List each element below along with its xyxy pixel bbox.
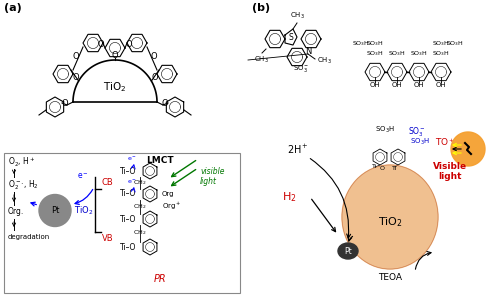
- Text: SO$_3$H: SO$_3$H: [410, 137, 430, 147]
- Text: OH: OH: [436, 82, 446, 88]
- Text: Ti: Ti: [372, 165, 378, 170]
- Text: SO$_3$H: SO$_3$H: [366, 39, 384, 48]
- Bar: [4, 153, 240, 293]
- Text: S: S: [288, 32, 294, 42]
- Text: PR: PR: [154, 274, 166, 284]
- Text: e$^-$: e$^-$: [127, 155, 137, 163]
- Text: OH: OH: [370, 82, 380, 88]
- Text: CH$_3$: CH$_3$: [254, 55, 268, 65]
- Text: SO$_3$H: SO$_3$H: [375, 125, 395, 135]
- Text: N: N: [305, 47, 311, 56]
- Text: SO$_3$H: SO$_3$H: [410, 49, 428, 58]
- Text: Pt: Pt: [51, 206, 59, 215]
- Ellipse shape: [338, 243, 358, 259]
- Text: Ti: Ti: [392, 167, 398, 171]
- Ellipse shape: [342, 165, 438, 269]
- Text: Ti–O: Ti–O: [120, 214, 136, 224]
- Text: CH$_2$: CH$_2$: [134, 178, 146, 187]
- Text: e$^-$: e$^-$: [77, 171, 89, 181]
- Text: CB: CB: [102, 178, 114, 187]
- Text: visible
light: visible light: [200, 167, 224, 187]
- Text: O: O: [380, 167, 384, 171]
- Text: O: O: [112, 51, 118, 61]
- Text: O$_2$, H$^+$: O$_2$, H$^+$: [8, 155, 36, 169]
- Text: CH$_3$: CH$_3$: [317, 56, 332, 66]
- Text: Ti–O: Ti–O: [120, 242, 136, 252]
- Text: Ti–O: Ti–O: [120, 167, 136, 176]
- Polygon shape: [73, 60, 157, 102]
- Text: O: O: [62, 99, 68, 108]
- Text: SO$_3$H: SO$_3$H: [432, 39, 450, 48]
- Text: TEOA: TEOA: [378, 273, 402, 282]
- Text: (b): (b): [252, 3, 270, 13]
- Text: 2H$^+$: 2H$^+$: [287, 143, 309, 156]
- Text: LMCT: LMCT: [146, 156, 174, 165]
- Text: (a): (a): [4, 3, 22, 13]
- Text: CH$_3$: CH$_3$: [290, 11, 304, 21]
- Text: SO$_3$H: SO$_3$H: [446, 39, 464, 48]
- Text: O: O: [151, 72, 158, 81]
- Text: SO$_3$H: SO$_3$H: [352, 39, 370, 48]
- Text: TiO$_2$: TiO$_2$: [104, 80, 126, 94]
- Text: SO$_3^-$: SO$_3^-$: [292, 63, 310, 74]
- Text: H$_2$: H$_2$: [282, 190, 297, 204]
- Text: O: O: [72, 52, 80, 61]
- Text: O: O: [126, 40, 132, 49]
- Text: Org.: Org.: [8, 208, 24, 217]
- Text: O: O: [162, 99, 168, 108]
- Text: CH$_2$: CH$_2$: [134, 229, 146, 237]
- Text: Visible
light: Visible light: [433, 162, 467, 181]
- Text: TiO$_2$: TiO$_2$: [74, 204, 93, 217]
- Text: O$_2^-$·, H$_2$: O$_2^-$·, H$_2$: [8, 178, 39, 192]
- Text: Org$^+$: Org$^+$: [162, 200, 182, 212]
- Text: SO$_3$H: SO$_3$H: [366, 49, 384, 58]
- Text: Pt: Pt: [344, 247, 352, 255]
- Text: e$^-$: e$^-$: [127, 178, 137, 186]
- Polygon shape: [451, 132, 485, 166]
- Text: O: O: [150, 52, 158, 61]
- Text: Org: Org: [162, 191, 174, 197]
- Text: O: O: [98, 40, 104, 49]
- Text: SO$_3^-$: SO$_3^-$: [408, 126, 426, 139]
- Text: SO$_3$H: SO$_3$H: [388, 49, 406, 58]
- Text: degradation: degradation: [8, 234, 50, 240]
- Text: VB: VB: [102, 234, 114, 243]
- Text: OH: OH: [392, 82, 402, 88]
- Text: Ti–O: Ti–O: [120, 189, 136, 198]
- Text: TiO$_2$: TiO$_2$: [378, 215, 402, 229]
- Text: OH: OH: [414, 82, 424, 88]
- Text: O: O: [72, 72, 79, 81]
- Text: TO$^+$: TO$^+$: [435, 136, 456, 148]
- Circle shape: [39, 195, 71, 227]
- Text: SO$_3$H: SO$_3$H: [432, 49, 450, 58]
- Text: CH$_2$: CH$_2$: [134, 202, 146, 211]
